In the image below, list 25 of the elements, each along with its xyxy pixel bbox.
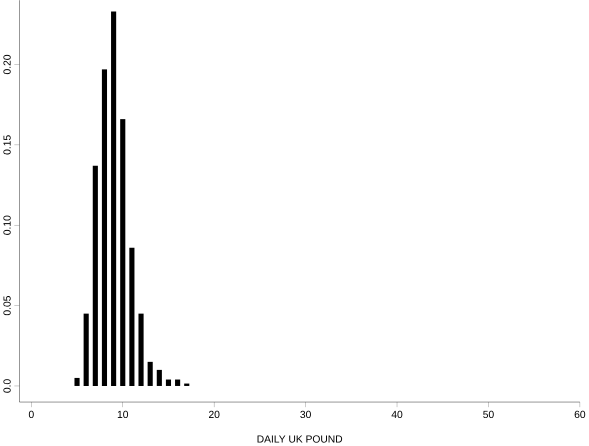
bar	[148, 362, 153, 386]
x-axis-title: DAILY UK POUND	[258, 435, 342, 443]
bar	[166, 380, 172, 386]
bar	[111, 11, 116, 386]
x-tick-label: 10	[118, 410, 128, 418]
y-tick-label: 0.05	[3, 296, 11, 316]
bar	[175, 380, 180, 386]
bar	[138, 314, 144, 386]
x-tick-label: 0	[28, 410, 34, 418]
x-tick-label: 30	[300, 410, 311, 418]
bar	[92, 166, 98, 386]
x-tick-label: 20	[208, 410, 220, 418]
bar	[102, 69, 108, 386]
bar	[129, 248, 134, 386]
y-tick-label: 0.0	[3, 379, 11, 393]
x-tick-label: 40	[392, 410, 402, 418]
y-tick-label: 0.20	[3, 54, 11, 74]
y-tick-label: 0.15	[3, 135, 11, 154]
bar	[156, 370, 162, 386]
x-tick-label: 60	[574, 410, 586, 418]
bar	[84, 314, 89, 386]
x-tick-label: 50	[483, 410, 494, 418]
y-tick-label: 0.10	[3, 216, 11, 235]
bar	[74, 378, 80, 386]
bar	[120, 119, 126, 386]
